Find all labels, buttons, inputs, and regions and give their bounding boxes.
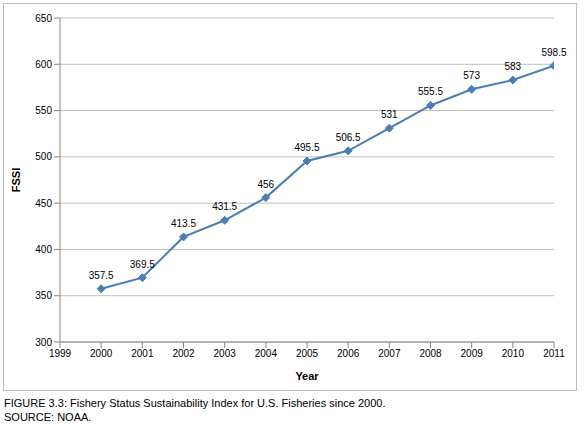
svg-text:413.5: 413.5 [171,218,196,229]
html-text:FIGURE 3.3: Fishery Status Sus: FIGURE 3.3: Fishery Status Sustainabilit… [4,397,386,409]
svg-text:300: 300 [35,337,52,348]
svg-text:2000: 2000 [90,348,113,359]
svg-text:400: 400 [35,244,52,255]
svg-text:2008: 2008 [419,348,442,359]
svg-text:2001: 2001 [131,348,154,359]
svg-text:450: 450 [35,198,52,209]
svg-text:2011: 2011 [543,348,565,359]
svg-text:506.5: 506.5 [336,132,361,143]
svg-text:2006: 2006 [337,348,360,359]
svg-text:2005: 2005 [296,348,319,359]
svg-text:2009: 2009 [461,348,484,359]
svg-text:369.5: 369.5 [130,259,155,270]
svg-text:600: 600 [35,59,52,70]
svg-text:431.5: 431.5 [212,201,237,212]
html-text:SOURCE: NOAA.: SOURCE: NOAA. [4,411,92,423]
svg-text:2007: 2007 [378,348,401,359]
svg-text:2003: 2003 [214,348,237,359]
svg-text:573: 573 [463,70,480,81]
svg-text:350: 350 [35,290,52,301]
svg-text:598.5: 598.5 [541,47,566,58]
svg-text:650: 650 [35,13,52,24]
svg-text:555.5: 555.5 [418,86,443,97]
svg-text:357.5: 357.5 [89,270,114,281]
svg-text:Year: Year [295,370,319,382]
svg-text:FSSI: FSSI [10,168,22,192]
svg-text:550: 550 [35,105,52,116]
svg-text:456: 456 [257,179,274,190]
svg-text:2002: 2002 [172,348,195,359]
svg-text:500: 500 [35,151,52,162]
svg-text:531: 531 [381,109,398,120]
svg-text:583: 583 [504,61,521,72]
svg-text:2010: 2010 [502,348,525,359]
svg-text:1999: 1999 [49,348,72,359]
svg-text:2004: 2004 [255,348,278,359]
svg-text:495.5: 495.5 [294,142,319,153]
